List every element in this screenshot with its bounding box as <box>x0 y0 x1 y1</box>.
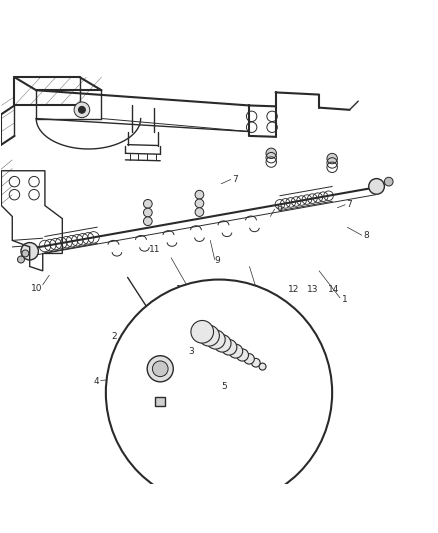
Circle shape <box>198 325 219 346</box>
Text: 9: 9 <box>172 298 178 306</box>
Text: 14: 14 <box>328 285 339 294</box>
Circle shape <box>144 217 152 225</box>
Text: 7: 7 <box>346 200 352 209</box>
Circle shape <box>221 340 237 355</box>
Text: 1: 1 <box>342 295 347 304</box>
Text: 10: 10 <box>31 284 42 293</box>
Polygon shape <box>155 397 166 406</box>
Circle shape <box>195 208 204 216</box>
Circle shape <box>18 256 25 263</box>
Text: 12: 12 <box>288 285 299 294</box>
Circle shape <box>206 330 225 349</box>
Text: 8: 8 <box>199 281 205 290</box>
Circle shape <box>22 250 29 257</box>
Text: 8: 8 <box>364 231 369 240</box>
Text: 13: 13 <box>307 285 319 294</box>
Text: 7: 7 <box>232 175 238 184</box>
Circle shape <box>152 361 168 377</box>
Text: 11: 11 <box>176 285 187 294</box>
Circle shape <box>214 335 231 352</box>
Circle shape <box>237 349 248 361</box>
Circle shape <box>259 363 266 370</box>
Circle shape <box>385 177 393 186</box>
Circle shape <box>106 279 332 506</box>
Circle shape <box>369 179 385 194</box>
Text: 8: 8 <box>258 292 264 301</box>
Circle shape <box>327 154 337 164</box>
Text: 9: 9 <box>215 256 220 265</box>
Text: 3: 3 <box>188 347 194 356</box>
Circle shape <box>251 358 260 367</box>
Circle shape <box>266 148 276 158</box>
Circle shape <box>191 320 214 343</box>
Circle shape <box>195 190 204 199</box>
Circle shape <box>144 208 152 217</box>
Circle shape <box>144 199 152 208</box>
Circle shape <box>74 102 90 118</box>
Circle shape <box>78 107 85 114</box>
Text: 6: 6 <box>276 204 282 213</box>
Circle shape <box>147 356 173 382</box>
Text: 5: 5 <box>221 382 227 391</box>
Text: 11: 11 <box>149 246 161 254</box>
Text: 2: 2 <box>112 332 117 341</box>
Circle shape <box>195 199 204 208</box>
Circle shape <box>244 353 254 364</box>
Circle shape <box>21 243 39 260</box>
Text: 4: 4 <box>93 377 99 386</box>
Circle shape <box>229 344 243 358</box>
